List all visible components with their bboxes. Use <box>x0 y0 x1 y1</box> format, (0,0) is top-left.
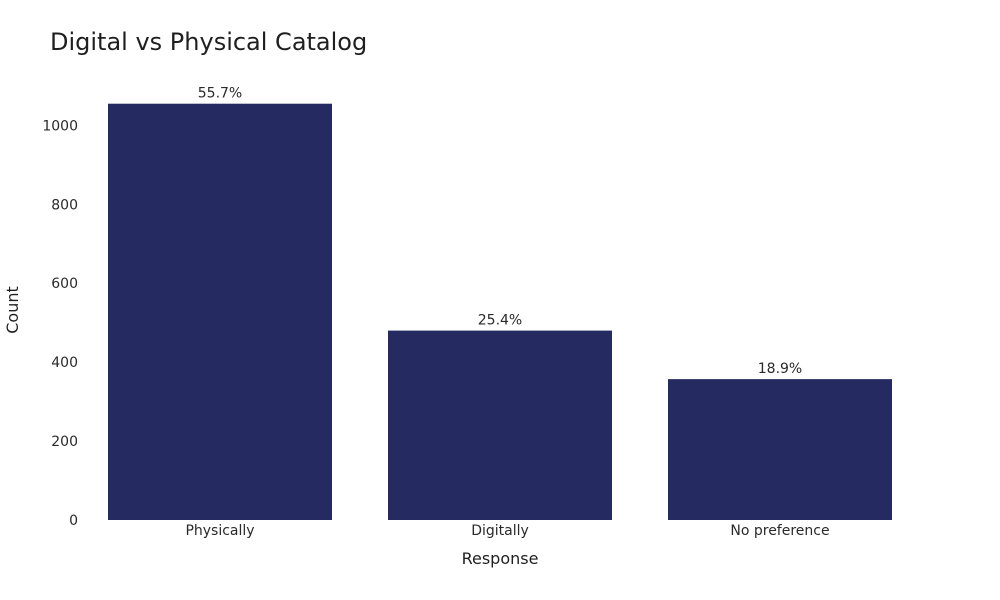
bar <box>388 330 612 520</box>
chart-title: Digital vs Physical Catalog <box>50 28 367 56</box>
x-tick-label: Physically <box>185 523 254 539</box>
y-axis-ticks: 0 200 400 600 800 1000 <box>42 118 78 529</box>
y-tick-label: 400 <box>51 355 78 371</box>
y-tick-label: 600 <box>51 276 78 292</box>
x-axis-ticks: Physically Digitally No preference <box>185 523 829 539</box>
x-tick-label: Digitally <box>471 523 529 539</box>
x-tick-label: No preference <box>730 523 829 539</box>
bar-data-label: 55.7% <box>198 86 242 102</box>
y-tick-label: 800 <box>51 197 78 213</box>
y-tick-label: 0 <box>69 513 78 529</box>
bar <box>668 379 892 520</box>
x-axis-title: Response <box>462 549 539 568</box>
y-tick-label: 200 <box>51 434 78 450</box>
bar-data-label: 18.9% <box>758 361 802 377</box>
plot-area: 55.7% 25.4% 18.9% <box>108 86 892 521</box>
y-axis-title: Count <box>3 286 22 334</box>
y-tick-label: 1000 <box>42 118 78 134</box>
bar <box>108 103 332 521</box>
bar-data-label: 25.4% <box>478 313 522 329</box>
